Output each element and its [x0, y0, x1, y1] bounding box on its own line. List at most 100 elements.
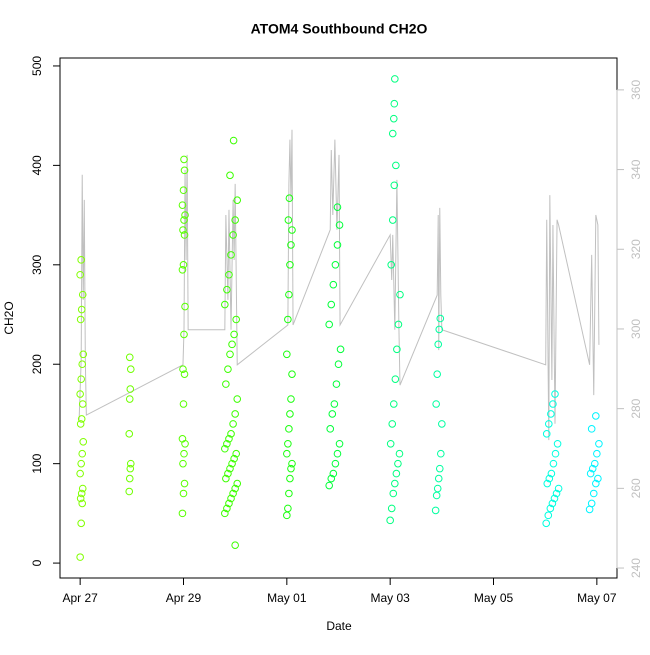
point	[336, 345, 345, 354]
point	[542, 519, 551, 528]
point	[587, 499, 596, 508]
point	[284, 216, 293, 224]
y2-tick-label: 240	[629, 558, 643, 578]
point	[392, 469, 401, 478]
point	[178, 509, 187, 518]
point	[325, 320, 333, 329]
line-series	[78, 129, 600, 441]
x-axis-label: Date	[326, 619, 352, 633]
point	[227, 430, 235, 438]
point	[180, 231, 189, 239]
point	[433, 370, 441, 378]
point	[125, 353, 134, 362]
point	[180, 166, 189, 175]
point	[76, 420, 85, 428]
point	[546, 504, 555, 513]
point	[77, 256, 85, 264]
point	[331, 261, 340, 269]
point	[227, 251, 235, 259]
point	[551, 449, 560, 458]
point	[221, 509, 229, 518]
point	[549, 400, 557, 408]
point	[435, 464, 444, 473]
point	[333, 241, 342, 249]
point	[588, 464, 597, 473]
point	[548, 499, 557, 508]
point	[542, 430, 551, 438]
point	[229, 136, 238, 145]
x-tick-label: May 03	[370, 591, 410, 605]
point	[327, 300, 336, 309]
point	[233, 479, 242, 488]
point	[389, 114, 398, 123]
point	[283, 449, 291, 458]
point	[332, 380, 341, 388]
point	[285, 489, 293, 498]
point	[284, 439, 292, 448]
point	[389, 489, 398, 498]
point	[286, 261, 294, 269]
point	[434, 340, 443, 349]
chart-title: ATOM4 Southbound CH2O	[251, 21, 428, 37]
x-tick-label: May 05	[474, 591, 514, 605]
y-tick-label: 400	[30, 155, 44, 175]
point	[432, 491, 441, 500]
point	[288, 226, 296, 234]
point	[547, 410, 555, 418]
point	[229, 231, 237, 239]
point	[226, 350, 234, 359]
point	[595, 439, 603, 448]
point	[553, 439, 562, 448]
point	[77, 305, 86, 314]
point	[78, 484, 87, 493]
point	[393, 345, 401, 354]
point	[125, 395, 134, 403]
point	[288, 459, 296, 468]
y-axis-label: CH2O	[2, 301, 16, 334]
point	[326, 425, 335, 433]
point	[550, 494, 559, 503]
point	[223, 285, 231, 294]
point	[77, 459, 85, 468]
point	[432, 400, 440, 408]
point	[180, 370, 189, 378]
point	[433, 484, 442, 493]
point	[77, 375, 85, 383]
point	[586, 469, 595, 478]
point	[549, 459, 558, 468]
point	[76, 469, 84, 478]
point	[391, 479, 399, 488]
point	[285, 194, 294, 202]
point	[386, 439, 395, 448]
point	[284, 315, 292, 324]
point	[593, 449, 601, 458]
point	[589, 489, 598, 498]
point	[288, 370, 296, 378]
point	[179, 489, 188, 498]
point	[285, 425, 293, 433]
point	[225, 499, 233, 508]
point	[76, 494, 85, 503]
point	[287, 464, 295, 473]
point	[335, 221, 344, 229]
point	[125, 474, 134, 483]
point	[223, 439, 231, 448]
point	[331, 459, 340, 468]
point	[222, 474, 230, 483]
y-tick-label: 100	[30, 453, 44, 473]
point	[387, 261, 396, 269]
point	[329, 469, 338, 478]
point	[285, 290, 293, 299]
point	[434, 474, 443, 483]
point	[179, 261, 188, 269]
point	[435, 325, 444, 334]
point	[76, 390, 84, 398]
point	[437, 449, 445, 458]
point	[229, 420, 237, 428]
point	[391, 375, 400, 383]
point	[77, 415, 86, 423]
point	[76, 270, 84, 279]
point	[225, 435, 233, 443]
point	[78, 449, 87, 458]
point	[229, 489, 237, 498]
